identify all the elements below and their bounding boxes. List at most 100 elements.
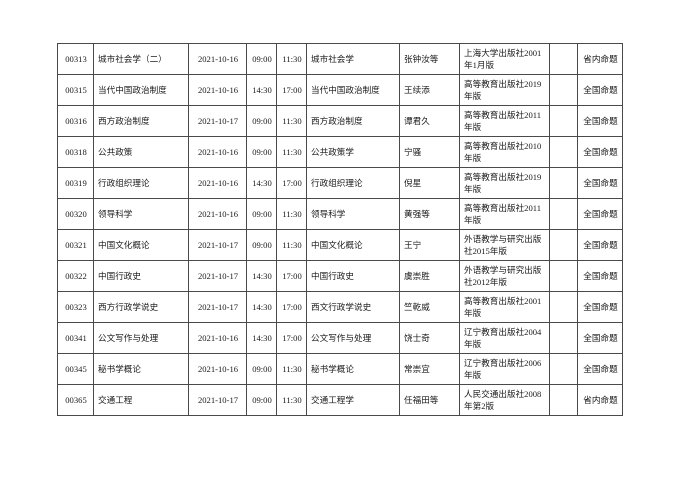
table-row: 00320 领导科学 2021-10-16 09:00 11:30 领导科学 黄强等 高等教育… xyxy=(57,198,623,230)
cell-textbook-title: 西方政治制度 xyxy=(306,105,400,137)
cell-start-time: 14:30 xyxy=(246,260,277,292)
cell-publisher: 辽宁教育出版社2004年版 xyxy=(459,322,550,354)
cell-course-name: 西方政治制度 xyxy=(93,105,189,137)
cell-author: 倪星 xyxy=(399,167,460,199)
cell-author: 王宁 xyxy=(399,229,460,261)
cell-course-code: 00315 xyxy=(57,74,94,106)
cell-paper-type: 全国命题 xyxy=(577,167,623,199)
cell-exam-date: 2021-10-16 xyxy=(188,198,247,230)
cell-textbook-title: 中国文化概论 xyxy=(306,229,400,261)
cell-paper-type: 省内命题 xyxy=(577,43,623,75)
cell-publisher: 辽宁教育出版社2006年版 xyxy=(459,353,550,385)
table-row: 00323 西方行政学说史 2021-10-17 14:30 17:00 西文行政学说史竺… xyxy=(57,291,623,323)
cell-textbook-title: 公文写作与处理 xyxy=(306,322,400,354)
cell-blank xyxy=(549,291,578,323)
cell-publisher: 外语教学与研究出版社2012年版 xyxy=(459,260,550,292)
table-row: 00365 交通工程 2021-10-17 09:00 11:30 交通工程学 任福田等 人民… xyxy=(57,384,623,416)
cell-start-time: 09:00 xyxy=(246,43,277,75)
cell-author: 竺乾威 xyxy=(399,291,460,323)
cell-start-time: 09:00 xyxy=(246,105,277,137)
cell-paper-type: 全国命题 xyxy=(577,353,623,385)
cell-course-name: 城市社会学（二） xyxy=(93,43,189,75)
cell-end-time: 11:30 xyxy=(276,384,307,416)
cell-paper-type: 全国命题 xyxy=(577,291,623,323)
cell-course-code: 00341 xyxy=(57,322,94,354)
cell-textbook-title: 城市社会学 xyxy=(306,43,400,75)
cell-textbook-title: 公共政策学 xyxy=(306,136,400,168)
cell-blank xyxy=(549,43,578,75)
cell-exam-date: 2021-10-17 xyxy=(188,105,247,137)
exam-schedule-table: 00313 城市社会学（二） 2021-10-16 09:00 11:30 城市社会学 张钟… xyxy=(57,43,623,416)
cell-author: 任福田等 xyxy=(399,384,460,416)
table-row: 00315 当代中国政治制度 2021-10-16 14:30 17:00 当代中国政治制… xyxy=(57,74,623,106)
table-row: 00316 西方政治制度 2021-10-17 09:00 11:30 西方政治制度 谭君久… xyxy=(57,105,623,137)
cell-exam-date: 2021-10-17 xyxy=(188,384,247,416)
cell-paper-type: 省内命题 xyxy=(577,384,623,416)
cell-course-name: 中国文化概论 xyxy=(93,229,189,261)
cell-blank xyxy=(549,322,578,354)
cell-course-code: 00322 xyxy=(57,260,94,292)
cell-blank xyxy=(549,384,578,416)
cell-paper-type: 全国命题 xyxy=(577,198,623,230)
cell-paper-type: 全国命题 xyxy=(577,74,623,106)
cell-publisher: 人民交通出版社2008年第2版 xyxy=(459,384,550,416)
cell-textbook-title: 中国行政史 xyxy=(306,260,400,292)
cell-textbook-title: 西文行政学说史 xyxy=(306,291,400,323)
cell-author: 饶士奇 xyxy=(399,322,460,354)
cell-course-code: 00345 xyxy=(57,353,94,385)
cell-start-time: 09:00 xyxy=(246,229,277,261)
cell-course-code: 00323 xyxy=(57,291,94,323)
cell-exam-date: 2021-10-17 xyxy=(188,260,247,292)
cell-publisher: 高等教育出版社2010年版 xyxy=(459,136,550,168)
cell-start-time: 14:30 xyxy=(246,167,277,199)
cell-course-name: 公文写作与处理 xyxy=(93,322,189,354)
cell-course-name: 行政组织理论 xyxy=(93,167,189,199)
cell-end-time: 17:00 xyxy=(276,291,307,323)
cell-course-code: 00321 xyxy=(57,229,94,261)
cell-exam-date: 2021-10-16 xyxy=(188,353,247,385)
cell-exam-date: 2021-10-16 xyxy=(188,322,247,354)
cell-textbook-title: 行政组织理论 xyxy=(306,167,400,199)
cell-paper-type: 全国命题 xyxy=(577,229,623,261)
cell-start-time: 09:00 xyxy=(246,353,277,385)
cell-publisher: 外语教学与研究出版社2015年版 xyxy=(459,229,550,261)
table-row: 00318 公共政策 2021-10-16 09:00 11:30 公共政策学 宁骚 高等教育… xyxy=(57,136,623,168)
cell-end-time: 17:00 xyxy=(276,167,307,199)
cell-author: 黄强等 xyxy=(399,198,460,230)
cell-publisher: 高等教育出版社2011年版 xyxy=(459,198,550,230)
cell-author: 虞崇胜 xyxy=(399,260,460,292)
cell-author: 张钟汝等 xyxy=(399,43,460,75)
cell-blank xyxy=(549,198,578,230)
cell-publisher: 高等教育出版社2019年版 xyxy=(459,167,550,199)
table-row: 00345 秘书学概论 2021-10-16 09:00 11:30 秘书学概论 常崇宜 辽宁… xyxy=(57,353,623,385)
cell-blank xyxy=(549,74,578,106)
cell-paper-type: 全国命题 xyxy=(577,105,623,137)
cell-course-name: 公共政策 xyxy=(93,136,189,168)
cell-author: 谭君久 xyxy=(399,105,460,137)
cell-course-name: 领导科学 xyxy=(93,198,189,230)
cell-course-name: 中国行政史 xyxy=(93,260,189,292)
cell-blank xyxy=(549,353,578,385)
cell-author: 王续添 xyxy=(399,74,460,106)
cell-start-time: 14:30 xyxy=(246,322,277,354)
cell-course-name: 交通工程 xyxy=(93,384,189,416)
table-row: 00313 城市社会学（二） 2021-10-16 09:00 11:30 城市社会学 张钟… xyxy=(57,43,623,75)
cell-end-time: 17:00 xyxy=(276,74,307,106)
cell-start-time: 14:30 xyxy=(246,74,277,106)
table-row: 00319 行政组织理论 2021-10-16 14:30 17:00 行政组织理论 倪星高… xyxy=(57,167,623,199)
cell-course-code: 00365 xyxy=(57,384,94,416)
cell-end-time: 11:30 xyxy=(276,198,307,230)
cell-publisher: 高等教育出版社2001年版 xyxy=(459,291,550,323)
cell-author: 常崇宜 xyxy=(399,353,460,385)
table-row: 00341 公文写作与处理 2021-10-16 14:30 17:00 公文写作与处理饶… xyxy=(57,322,623,354)
cell-textbook-title: 当代中国政治制度 xyxy=(306,74,400,106)
cell-course-code: 00318 xyxy=(57,136,94,168)
cell-end-time: 11:30 xyxy=(276,43,307,75)
cell-textbook-title: 领导科学 xyxy=(306,198,400,230)
cell-exam-date: 2021-10-16 xyxy=(188,136,247,168)
cell-blank xyxy=(549,260,578,292)
cell-paper-type: 全国命题 xyxy=(577,322,623,354)
cell-course-code: 00316 xyxy=(57,105,94,137)
cell-end-time: 11:30 xyxy=(276,136,307,168)
